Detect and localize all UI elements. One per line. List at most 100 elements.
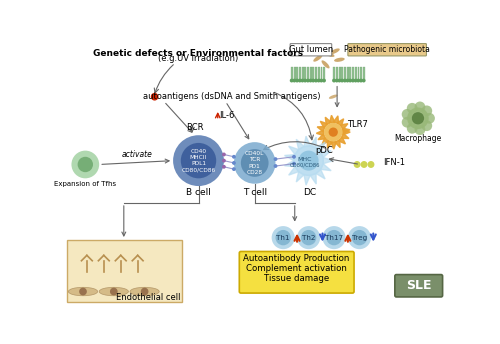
Circle shape xyxy=(181,143,216,178)
Circle shape xyxy=(298,79,302,83)
Circle shape xyxy=(274,157,278,161)
Polygon shape xyxy=(342,128,350,133)
Circle shape xyxy=(297,226,320,249)
Bar xyxy=(302,67,304,80)
Circle shape xyxy=(322,226,345,249)
Circle shape xyxy=(308,79,312,83)
Circle shape xyxy=(340,79,344,83)
Polygon shape xyxy=(331,142,336,149)
Bar xyxy=(342,67,344,80)
Circle shape xyxy=(335,79,338,83)
Circle shape xyxy=(79,288,87,295)
Polygon shape xyxy=(320,163,331,171)
Polygon shape xyxy=(316,142,325,152)
Text: PDL1: PDL1 xyxy=(191,161,206,166)
Text: (e.g.UV irradiation): (e.g.UV irradiation) xyxy=(158,54,238,63)
Circle shape xyxy=(338,79,342,83)
Text: activate: activate xyxy=(122,150,152,159)
Circle shape xyxy=(332,79,336,83)
Circle shape xyxy=(348,226,371,249)
Text: Autoantibody Production
Complement activation
Tissue damage: Autoantibody Production Complement activ… xyxy=(243,254,350,283)
Text: Th17: Th17 xyxy=(325,235,343,241)
Circle shape xyxy=(298,151,318,171)
Circle shape xyxy=(348,79,352,83)
Circle shape xyxy=(110,288,118,295)
Text: PD1: PD1 xyxy=(249,163,260,169)
Circle shape xyxy=(356,79,360,83)
Circle shape xyxy=(232,167,236,171)
Polygon shape xyxy=(340,124,348,130)
Circle shape xyxy=(303,79,307,83)
Circle shape xyxy=(424,113,435,124)
Ellipse shape xyxy=(322,60,330,68)
Polygon shape xyxy=(341,133,349,139)
FancyBboxPatch shape xyxy=(240,251,354,293)
FancyBboxPatch shape xyxy=(290,44,332,56)
Ellipse shape xyxy=(99,287,128,296)
Circle shape xyxy=(222,159,226,163)
Circle shape xyxy=(422,106,432,116)
Polygon shape xyxy=(317,127,325,132)
Text: Th1: Th1 xyxy=(276,235,290,241)
Text: T cell: T cell xyxy=(242,188,267,197)
Circle shape xyxy=(276,230,291,245)
Text: Expansion of Tfhs: Expansion of Tfhs xyxy=(54,182,116,187)
Circle shape xyxy=(274,164,278,168)
Text: CD80/CD86: CD80/CD86 xyxy=(182,168,216,172)
Text: SLE: SLE xyxy=(406,279,431,292)
Circle shape xyxy=(300,79,304,83)
Circle shape xyxy=(346,79,350,83)
Circle shape xyxy=(354,161,360,168)
Text: IFN-1: IFN-1 xyxy=(384,159,406,168)
Text: Gut lumen: Gut lumen xyxy=(289,45,333,54)
Bar xyxy=(355,67,356,80)
Circle shape xyxy=(354,79,358,83)
Circle shape xyxy=(292,79,296,83)
Circle shape xyxy=(351,79,355,83)
Text: CD40: CD40 xyxy=(190,149,206,154)
Circle shape xyxy=(362,79,366,83)
Polygon shape xyxy=(318,134,326,140)
Circle shape xyxy=(301,230,316,245)
Polygon shape xyxy=(326,117,331,125)
Text: MHCII: MHCII xyxy=(190,155,207,160)
Circle shape xyxy=(368,161,374,168)
Text: Genetic defects or Environmental factors: Genetic defects or Environmental factors xyxy=(94,49,304,58)
Polygon shape xyxy=(330,115,335,123)
Circle shape xyxy=(402,109,412,120)
Bar xyxy=(358,67,360,80)
Circle shape xyxy=(314,79,318,83)
Bar xyxy=(294,67,296,80)
Bar xyxy=(315,67,317,80)
Circle shape xyxy=(414,101,426,112)
Circle shape xyxy=(343,79,346,83)
Ellipse shape xyxy=(334,58,344,62)
Polygon shape xyxy=(310,137,316,148)
Polygon shape xyxy=(284,154,296,161)
Text: DC: DC xyxy=(304,189,316,197)
Text: Th2: Th2 xyxy=(302,235,316,241)
Bar xyxy=(323,67,325,80)
Circle shape xyxy=(422,120,432,131)
Polygon shape xyxy=(296,171,304,182)
Circle shape xyxy=(407,123,418,134)
Circle shape xyxy=(306,79,310,83)
Text: TLR7: TLR7 xyxy=(347,120,368,129)
Polygon shape xyxy=(322,138,329,145)
Ellipse shape xyxy=(330,49,340,54)
Circle shape xyxy=(78,157,93,172)
Polygon shape xyxy=(337,119,344,126)
Ellipse shape xyxy=(324,52,334,57)
Polygon shape xyxy=(334,140,340,148)
Text: IL-6: IL-6 xyxy=(220,111,234,120)
Text: Endothelial cell: Endothelial cell xyxy=(116,293,180,302)
Polygon shape xyxy=(323,158,333,164)
Circle shape xyxy=(151,93,158,100)
Circle shape xyxy=(292,155,296,159)
Circle shape xyxy=(141,288,148,295)
Bar xyxy=(344,67,346,80)
Polygon shape xyxy=(288,146,299,155)
Circle shape xyxy=(234,142,276,184)
Bar xyxy=(310,67,312,80)
Polygon shape xyxy=(296,139,304,150)
